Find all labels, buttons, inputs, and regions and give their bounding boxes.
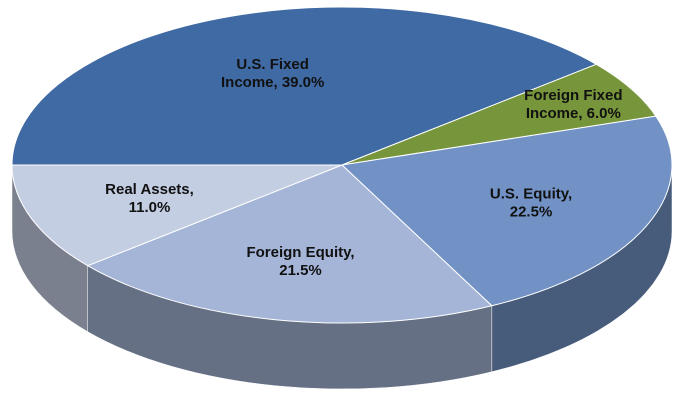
pie-slice xyxy=(86,164,493,324)
pie-slice xyxy=(11,6,598,166)
pie-slice xyxy=(11,164,343,267)
data-label-line: 22.5% xyxy=(510,203,553,220)
data-label-line: 21.5% xyxy=(279,262,322,279)
data-label-line: U.S. Fixed xyxy=(236,56,309,73)
data-label-line: Foreign Fixed xyxy=(524,87,622,104)
data-label: U.S. Fixed Income, 39.0% xyxy=(221,56,324,91)
data-label-line: Income, 39.0% xyxy=(221,74,324,91)
data-label-line: Foreign Equity, xyxy=(246,244,354,261)
data-label: Real Assets, 11.0% xyxy=(105,181,194,216)
data-label: Foreign Fixed Income, 6.0% xyxy=(524,87,622,122)
pie-slice xyxy=(340,115,673,307)
data-label: U.S. Equity, 22.5% xyxy=(490,185,572,220)
pie-slice xyxy=(341,63,657,166)
data-label: Foreign Equity, 21.5% xyxy=(246,244,354,279)
data-label-line: 11.0% xyxy=(129,199,171,216)
data-label-line: Income, 6.0% xyxy=(526,105,621,122)
data-label-line: U.S. Equity, xyxy=(490,185,572,202)
data-label-line: Real Assets, xyxy=(105,181,194,198)
